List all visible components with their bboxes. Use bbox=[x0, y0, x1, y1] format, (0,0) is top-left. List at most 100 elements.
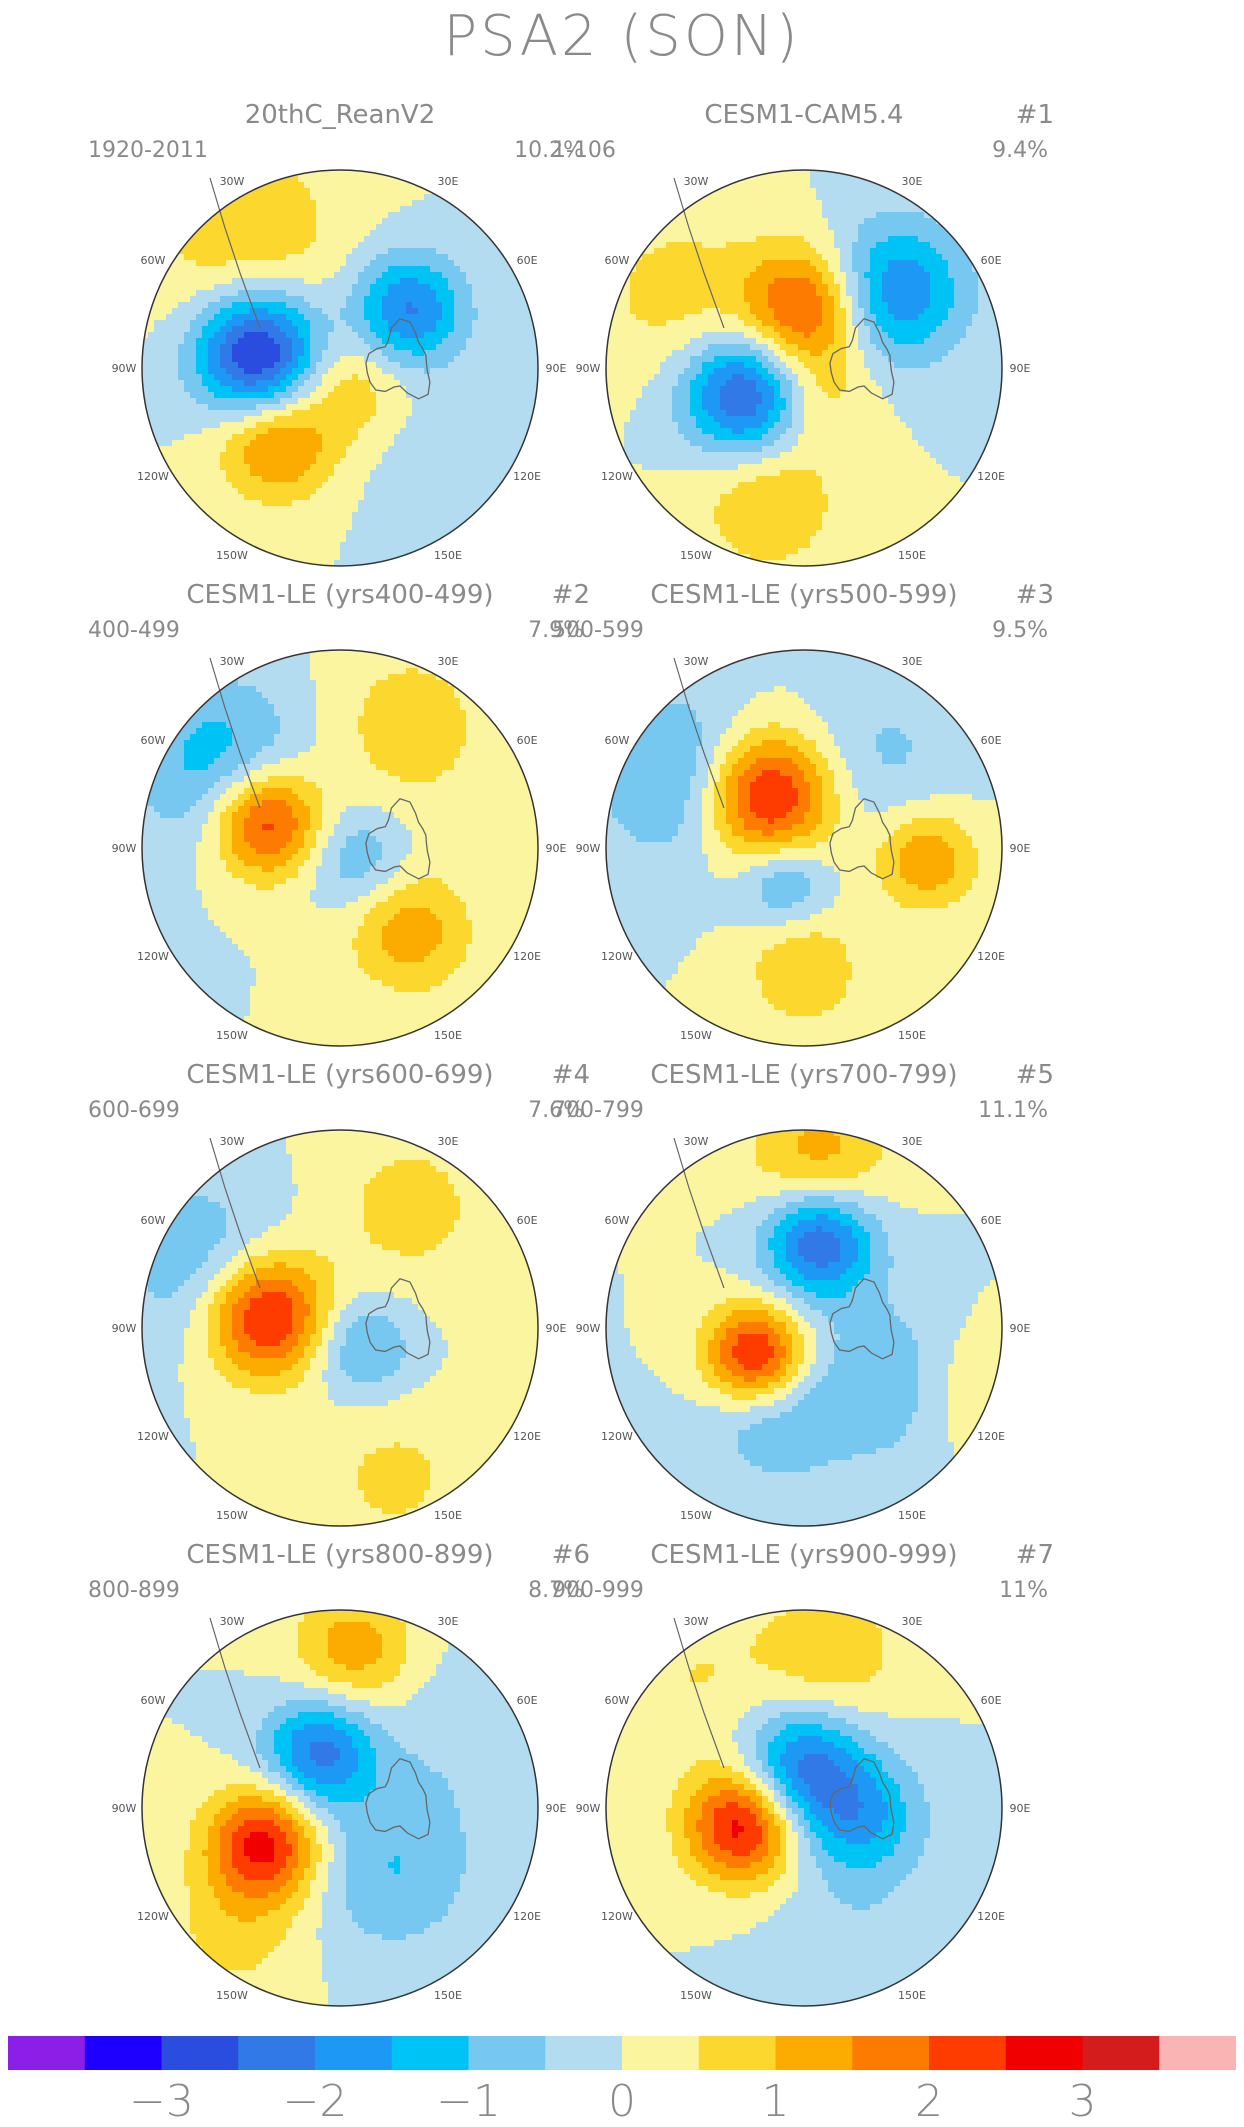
longitude-label: 60W bbox=[604, 1694, 629, 1707]
colorbar-swatch bbox=[85, 2036, 162, 2070]
longitude-label: 90E bbox=[1010, 362, 1031, 375]
longitude-label: 0 bbox=[801, 158, 808, 159]
colorbar-swatch bbox=[622, 2036, 699, 2070]
longitude-label: 60W bbox=[140, 254, 165, 267]
colorbar-swatch bbox=[699, 2036, 776, 2070]
longitude-label: 60E bbox=[981, 1694, 1002, 1707]
longitude-label: 0 bbox=[337, 158, 344, 159]
longitude-label: 30W bbox=[684, 1135, 709, 1148]
longitude-label: 0 bbox=[337, 1598, 344, 1599]
longitude-label: 30W bbox=[220, 1135, 245, 1148]
longitude-label: 120W bbox=[137, 470, 169, 483]
longitude-label: 30W bbox=[684, 655, 709, 668]
longitude-label: 90W bbox=[576, 1322, 601, 1335]
anomaly-field bbox=[606, 1130, 1003, 1527]
longitude-label: 90W bbox=[112, 362, 137, 375]
longitude-label: 60W bbox=[140, 1214, 165, 1227]
colorbar-swatch bbox=[469, 2036, 546, 2070]
longitude-label: 30E bbox=[438, 1615, 459, 1628]
panel-run-number: #3 bbox=[1016, 580, 1054, 610]
colorbar-swatch bbox=[852, 2036, 929, 2070]
colorbar-swatch bbox=[162, 2036, 239, 2070]
longitude-label: 30E bbox=[438, 1135, 459, 1148]
longitude-label: 90E bbox=[1010, 1802, 1031, 1815]
longitude-label: 60E bbox=[981, 1214, 1002, 1227]
polar-map: 030E60E90E120E150E180150W120W90W60W30W bbox=[524, 158, 1084, 578]
anomaly-field bbox=[142, 1130, 539, 1527]
polar-map: 030E60E90E120E150E180150W120W90W60W30W bbox=[524, 638, 1084, 1058]
longitude-label: 150W bbox=[216, 1509, 248, 1522]
longitude-label: 60E bbox=[981, 734, 1002, 747]
longitude-label: 30W bbox=[220, 655, 245, 668]
longitude-label: 90W bbox=[576, 1802, 601, 1815]
longitude-label: 150W bbox=[216, 1989, 248, 2002]
polar-map: 030E60E90E120E150E180150W120W90W60W30W bbox=[524, 1598, 1084, 2018]
longitude-label: 60W bbox=[604, 734, 629, 747]
longitude-label: 120E bbox=[977, 470, 1005, 483]
longitude-label: 90W bbox=[112, 1802, 137, 1815]
longitude-label: 150W bbox=[680, 1029, 712, 1042]
longitude-label: 120W bbox=[137, 1430, 169, 1443]
longitude-label: 120E bbox=[977, 1430, 1005, 1443]
longitude-label: 120W bbox=[601, 950, 633, 963]
longitude-label: 90E bbox=[1010, 1322, 1031, 1335]
longitude-label: 150W bbox=[680, 549, 712, 562]
panel-run-number: #7 bbox=[1016, 1540, 1054, 1570]
longitude-label: 120W bbox=[601, 1910, 633, 1923]
longitude-label: 30E bbox=[438, 655, 459, 668]
polar-map: 030E60E90E120E150E180150W120W90W60W30W bbox=[524, 1118, 1084, 1538]
longitude-label: 0 bbox=[801, 638, 808, 639]
panel-run-number: #5 bbox=[1016, 1060, 1054, 1090]
anomaly-field bbox=[142, 650, 539, 1047]
longitude-label: 30E bbox=[438, 175, 459, 188]
longitude-label: 30W bbox=[220, 175, 245, 188]
longitude-label: 30E bbox=[902, 175, 923, 188]
longitude-label: 30E bbox=[902, 655, 923, 668]
longitude-label: 90W bbox=[112, 1322, 137, 1335]
map-panel: CESM1-LE (yrs500-599)#3500-5999.5%030E60… bbox=[524, 580, 1084, 1050]
colorbar-tick-label: −3 bbox=[129, 2076, 194, 2127]
colorbar-swatch bbox=[929, 2036, 1006, 2070]
longitude-label: 150E bbox=[898, 1989, 926, 2002]
longitude-label: 90E bbox=[1010, 842, 1031, 855]
colorbar-tick-label: 0 bbox=[608, 2076, 636, 2127]
longitude-label: 150E bbox=[434, 549, 462, 562]
colorbar-swatch bbox=[1006, 2036, 1083, 2070]
longitude-label: 0 bbox=[801, 1118, 808, 1119]
longitude-label: 60W bbox=[604, 254, 629, 267]
longitude-label: 150W bbox=[680, 1989, 712, 2002]
colorbar-swatch bbox=[315, 2036, 392, 2070]
longitude-label: 150E bbox=[434, 1509, 462, 1522]
colorbar-swatch bbox=[1159, 2036, 1236, 2070]
longitude-label: 90W bbox=[112, 842, 137, 855]
panel-title: CESM1-LE (yrs900-999) bbox=[524, 1540, 1084, 1570]
colorbar-swatch bbox=[392, 2036, 469, 2070]
longitude-label: 30W bbox=[684, 1615, 709, 1628]
longitude-label: 150E bbox=[898, 549, 926, 562]
longitude-label: 0 bbox=[337, 638, 344, 639]
longitude-label: 0 bbox=[801, 1598, 808, 1599]
longitude-label: 90W bbox=[576, 842, 601, 855]
longitude-label: 120W bbox=[601, 1430, 633, 1443]
colorbar-tick-label: 2 bbox=[915, 2076, 943, 2127]
colorbar-swatch bbox=[545, 2036, 622, 2070]
map-panel: CESM1-LE (yrs900-999)#7900-99911%030E60E… bbox=[524, 1540, 1084, 2010]
panel-title: CESM1-LE (yrs700-799) bbox=[524, 1060, 1084, 1090]
anomaly-field bbox=[606, 650, 1003, 1047]
longitude-label: 60W bbox=[140, 734, 165, 747]
longitude-label: 120W bbox=[601, 470, 633, 483]
longitude-label: 60E bbox=[981, 254, 1002, 267]
longitude-label: 150W bbox=[216, 1029, 248, 1042]
longitude-label: 150E bbox=[898, 1029, 926, 1042]
longitude-label: 30W bbox=[684, 175, 709, 188]
longitude-label: 120W bbox=[137, 950, 169, 963]
longitude-label: 60W bbox=[140, 1694, 165, 1707]
longitude-label: 30W bbox=[220, 1615, 245, 1628]
longitude-label: 90W bbox=[576, 362, 601, 375]
longitude-label: 150E bbox=[898, 1509, 926, 1522]
longitude-label: 150E bbox=[434, 1989, 462, 2002]
panel-title: CESM1-LE (yrs500-599) bbox=[524, 580, 1084, 610]
colorbar-swatch bbox=[8, 2036, 85, 2070]
colorbar-swatch bbox=[1083, 2036, 1160, 2070]
anomaly-field bbox=[142, 170, 539, 567]
